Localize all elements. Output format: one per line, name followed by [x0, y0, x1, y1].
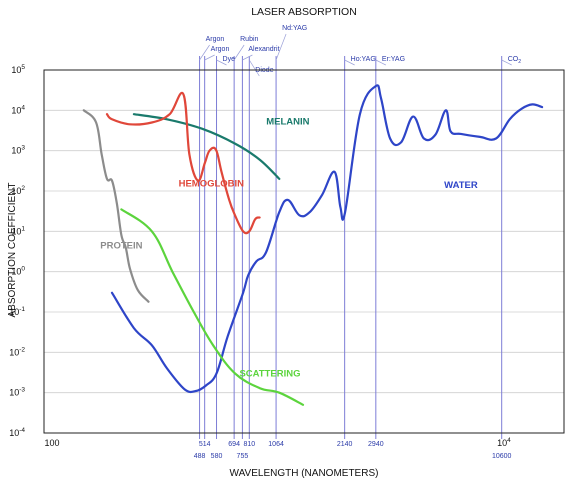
y-tick-label: 100: [11, 266, 25, 277]
y-tick-label: 105: [11, 64, 25, 75]
laser-name-connector: [204, 54, 215, 61]
laser-wavelength-label: 488: [194, 453, 206, 460]
laser-name-connector: [249, 59, 260, 77]
x-tick-label: 100: [44, 438, 59, 448]
laser-name-connector: [501, 59, 512, 66]
scattering-curve: [120, 208, 305, 406]
laser-name-label: Nd:YAG: [282, 25, 307, 32]
laser-wavelength-label: 2940: [368, 441, 384, 448]
laser-wavelength-lines: [199, 33, 512, 439]
laser-name-connector: [242, 54, 253, 61]
y-tick-label: 102: [11, 185, 25, 196]
laser-name-label: Alexandrit: [248, 46, 279, 53]
laser-wavelength-label: 1064: [268, 441, 284, 448]
curve-labels: WATER MELANIN HEMOGLOBIN PROTEIN SCATTERING: [100, 116, 478, 379]
laser-wavelength-label: 755: [237, 453, 249, 460]
laser-name-label: Er:YAG: [382, 56, 405, 63]
laser-name-label: Rubin: [240, 36, 258, 43]
y-tick-label: 10-1: [9, 306, 25, 317]
chart-title: LASER ABSORPTION: [251, 6, 357, 18]
x-tick-label: 104: [497, 437, 511, 448]
protein-label: PROTEIN: [100, 240, 142, 251]
laser-name-connector: [233, 44, 245, 61]
laser-wavelength-label: 2140: [337, 441, 353, 448]
laser-name-label: CO2: [508, 56, 522, 65]
laser-wavelength-label: 810: [243, 441, 255, 448]
y-axis-label: ABSORPTION COEFFICIENT: [7, 182, 18, 317]
laser-name-connector: [199, 44, 210, 61]
y-tick-label: 10-2: [9, 346, 25, 357]
laser-name-label: Argon: [206, 36, 225, 43]
y-tick-label: 10-3: [9, 387, 25, 398]
y-tick-label: 10-4: [9, 427, 25, 438]
laser-name-label: Argon: [211, 46, 230, 53]
x-axis-label: WAVELENGTH (NANOMETERS): [230, 468, 379, 479]
melanin-label: MELANIN: [266, 116, 309, 127]
laser-name-connector: [344, 59, 355, 66]
laser-name-label: Ho:YAG: [351, 56, 376, 63]
laser-name-connector: [375, 59, 386, 66]
laser-wavelength-label: 580: [211, 453, 223, 460]
laser-wavelength-label: 694: [228, 441, 240, 448]
y-tick-label: 101: [11, 225, 25, 236]
laser-name-label: Dye: [223, 56, 236, 63]
axis-ticks: 10-4 10-3 10-2 10-1 100 101 102 103 104 105 100 104…: [9, 25, 521, 460]
water-label: WATER: [444, 180, 478, 191]
water-curve: [110, 84, 544, 394]
laser-name-connector: [216, 59, 227, 66]
hemoglobin-curve: [105, 91, 261, 235]
laser-wavelength-label: 10600: [492, 453, 512, 460]
laser-name-connector: [275, 33, 287, 61]
y-tick-label: 104: [11, 104, 25, 115]
y-tick-label: 103: [11, 145, 25, 156]
protein-curve: [82, 109, 150, 303]
laser-wavelength-label: 514: [199, 441, 211, 448]
plot-frame: [43, 69, 565, 434]
absorption-curves: [82, 84, 544, 406]
scattering-label: SCATTERING: [239, 369, 300, 380]
hemoglobin-label: HEMOGLOBIN: [179, 178, 245, 189]
